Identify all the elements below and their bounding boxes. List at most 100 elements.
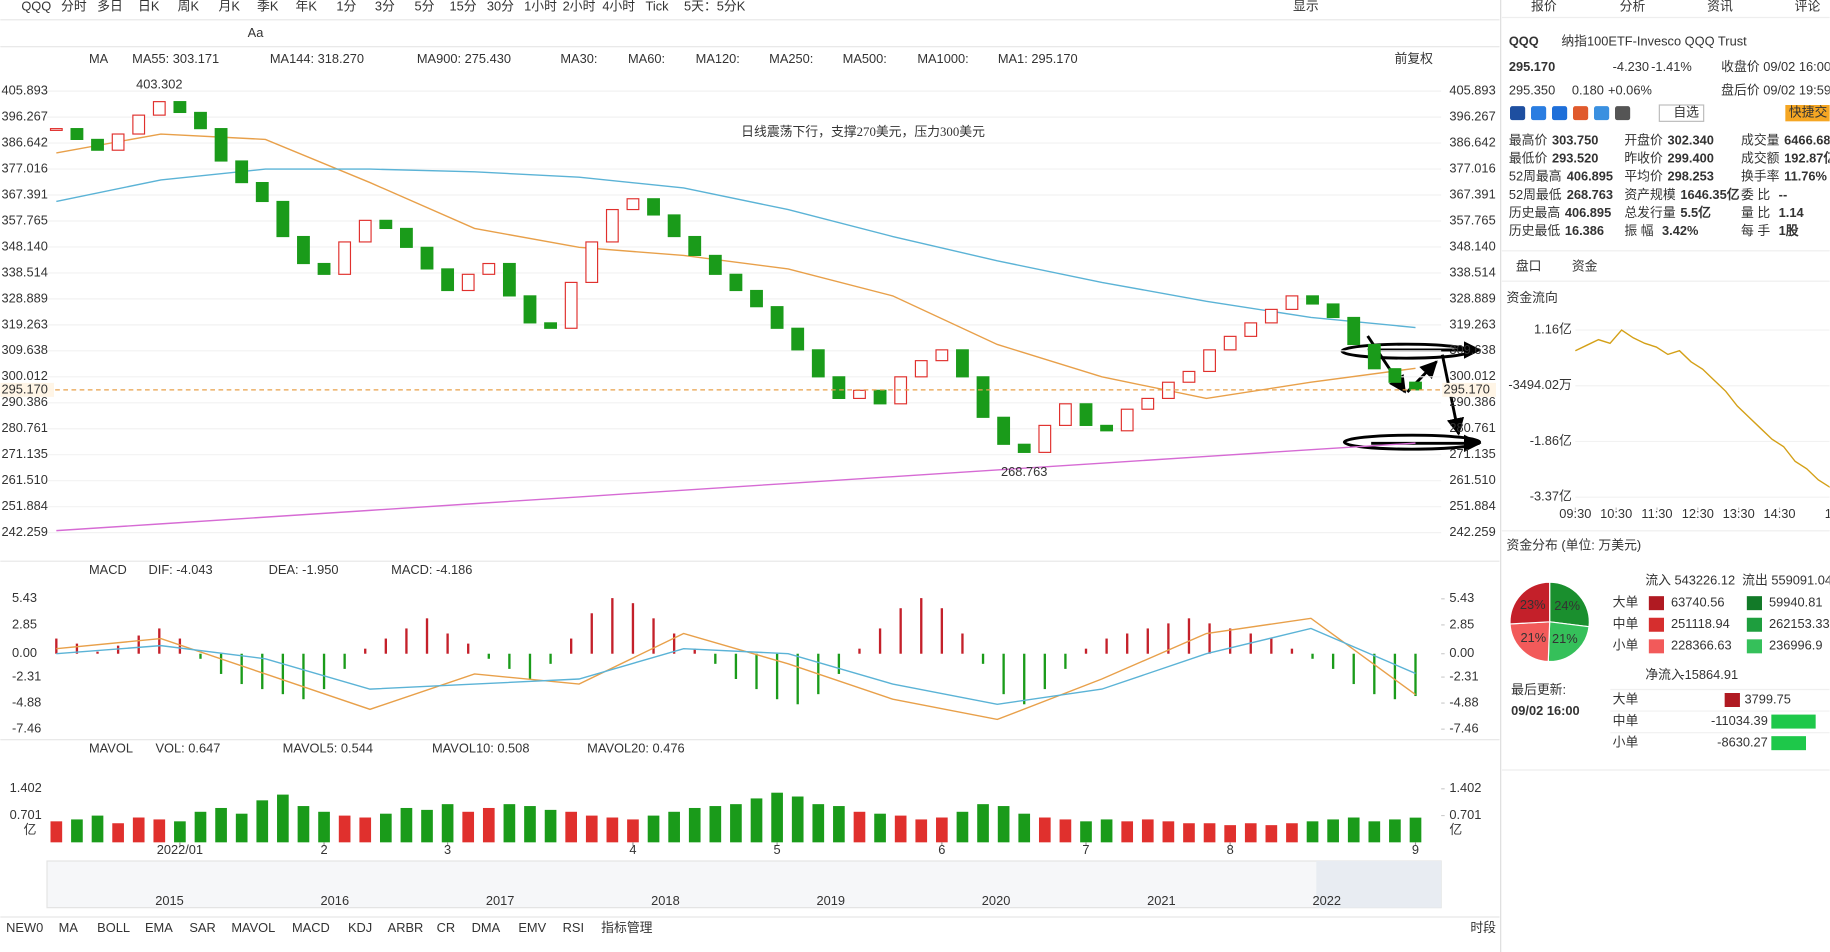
- indicator-button[interactable]: MAVOL: [231, 920, 275, 935]
- indicator-button[interactable]: BOLL: [97, 920, 130, 935]
- indicator-button[interactable]: EMV: [518, 920, 546, 935]
- row-value: 228366.63: [1671, 638, 1732, 653]
- x-tick-label: 8: [1227, 842, 1234, 857]
- net-value: -8630.27: [1717, 735, 1768, 750]
- indicator-button[interactable]: 指标管理: [601, 920, 652, 935]
- legend-item[interactable]: MA900: 275.430: [417, 51, 511, 66]
- toolbar-button[interactable]: 5分: [415, 0, 435, 13]
- share-icon[interactable]: [1552, 106, 1568, 121]
- indicator-button[interactable]: 时段: [1470, 920, 1496, 935]
- legend-item[interactable]: MA250:: [769, 51, 813, 66]
- candle: [1120, 408, 1134, 432]
- share-icon[interactable]: [1594, 106, 1610, 121]
- tab[interactable]: 分析: [1620, 0, 1646, 13]
- share-icon[interactable]: [1531, 106, 1547, 121]
- tab[interactable]: 评论: [1795, 0, 1821, 13]
- volume-bar: [153, 819, 166, 843]
- toolbar-button[interactable]: 1小时: [524, 0, 557, 13]
- toolbar-button[interactable]: QQQ: [21, 0, 51, 13]
- legend-item[interactable]: MA55: 303.171: [132, 51, 219, 66]
- toolbar-button[interactable]: 3分: [375, 0, 395, 13]
- y-tick-label: 386.642: [1449, 134, 1495, 149]
- toolbar-button[interactable]: Tick: [646, 0, 670, 13]
- toolbar-button[interactable]: 4小时: [602, 0, 635, 13]
- candle: [441, 268, 455, 292]
- toolbar-button[interactable]: 1分: [336, 0, 356, 13]
- x-tick-label: 13:30: [1723, 506, 1755, 521]
- candle: [317, 262, 331, 275]
- volume-bar: [874, 813, 886, 843]
- navigator[interactable]: [46, 860, 1442, 909]
- legend-item[interactable]: MA1: 295.170: [998, 51, 1078, 66]
- volume-bar: [647, 815, 660, 843]
- toolbar-button[interactable]: 5天：5分K: [684, 0, 746, 13]
- subtab[interactable]: 盘口: [1516, 259, 1542, 274]
- volume-bar: [1409, 817, 1422, 843]
- share-icon[interactable]: [1510, 106, 1526, 121]
- toolbar-button[interactable]: 季K: [257, 0, 279, 13]
- trade-label[interactable]: 快捷交: [1789, 105, 1828, 120]
- indicator-button[interactable]: DMA: [472, 920, 501, 935]
- candle: [956, 349, 969, 378]
- legend-item[interactable]: MA500:: [843, 51, 887, 66]
- legend-item[interactable]: MA1000:: [917, 51, 968, 66]
- toolbar-button[interactable]: 30分: [487, 0, 514, 13]
- trade-button[interactable]: [1785, 105, 1830, 122]
- indicator-button[interactable]: CR: [437, 920, 456, 935]
- legend-item[interactable]: MA60:: [628, 51, 665, 66]
- indicator-button[interactable]: RSI: [563, 920, 584, 935]
- toolbar-button[interactable]: 2小时: [563, 0, 596, 13]
- toolbar-button[interactable]: 日K: [138, 0, 160, 13]
- watch-button[interactable]: [1658, 104, 1705, 122]
- indicator-button[interactable]: KDJ: [348, 920, 372, 935]
- toolbar-button[interactable]: 15分: [450, 0, 477, 13]
- adjust-button[interactable]: 前复权: [1395, 51, 1434, 66]
- volume-bar: [771, 792, 783, 843]
- indicator-button[interactable]: EMA: [145, 920, 173, 935]
- candle: [1100, 424, 1114, 432]
- swatch: [1746, 617, 1762, 632]
- indicator-button[interactable]: SAR: [189, 920, 215, 935]
- y-tick-label: 2.85: [1449, 616, 1474, 631]
- share-icon[interactable]: [1615, 106, 1631, 121]
- candle: [461, 273, 475, 292]
- volume-bar: [606, 817, 619, 843]
- candle: [853, 389, 866, 399]
- toolbar-button[interactable]: 年K: [296, 0, 318, 13]
- legend-item[interactable]: MA144: 318.270: [270, 51, 364, 66]
- volume-bar: [1059, 819, 1072, 843]
- legend-item: MAVOL10: 0.508: [432, 740, 529, 755]
- toolbar-button[interactable]: 周K: [178, 0, 200, 13]
- y-tick-label: -2.31: [12, 668, 41, 683]
- candle: [255, 182, 269, 203]
- volume-bar: [277, 794, 289, 843]
- toolbar-button[interactable]: 多日: [97, 0, 123, 13]
- candle: [235, 160, 249, 184]
- navigator-window[interactable]: [1316, 861, 1442, 908]
- share-icon[interactable]: [1573, 106, 1589, 121]
- indicator-button[interactable]: MACD: [292, 920, 330, 935]
- toolbar-button[interactable]: Aa: [248, 25, 265, 40]
- legend-item: DEA: -1.950: [269, 562, 339, 577]
- legend-item[interactable]: MA30:: [560, 51, 597, 66]
- tab[interactable]: 报价: [1531, 0, 1557, 13]
- last-price-label: 295.170: [2, 381, 48, 396]
- row-label: 大单: [1613, 691, 1639, 706]
- symbol: QQQ: [1509, 33, 1539, 48]
- watch-label[interactable]: 自选: [1673, 105, 1699, 120]
- x-tick-label: 14:30: [1763, 506, 1795, 521]
- candle: [132, 114, 146, 135]
- indicator-button[interactable]: NEW0: [6, 920, 43, 935]
- volume-bar: [936, 817, 948, 843]
- subtab[interactable]: 资金: [1572, 259, 1598, 274]
- after-pct: +0.06%: [1608, 82, 1652, 97]
- toolbar-button[interactable]: 显示: [1293, 0, 1319, 13]
- candle: [1017, 443, 1031, 453]
- indicator-button[interactable]: MA: [59, 920, 79, 935]
- legend-item[interactable]: MA120:: [696, 51, 740, 66]
- indicator-button[interactable]: ARBR: [388, 920, 424, 935]
- toolbar-button[interactable]: 分时: [61, 0, 87, 13]
- y-tick-label: 309.638: [2, 342, 48, 357]
- tab[interactable]: 资讯: [1707, 0, 1733, 13]
- toolbar-button[interactable]: 月K: [219, 0, 241, 13]
